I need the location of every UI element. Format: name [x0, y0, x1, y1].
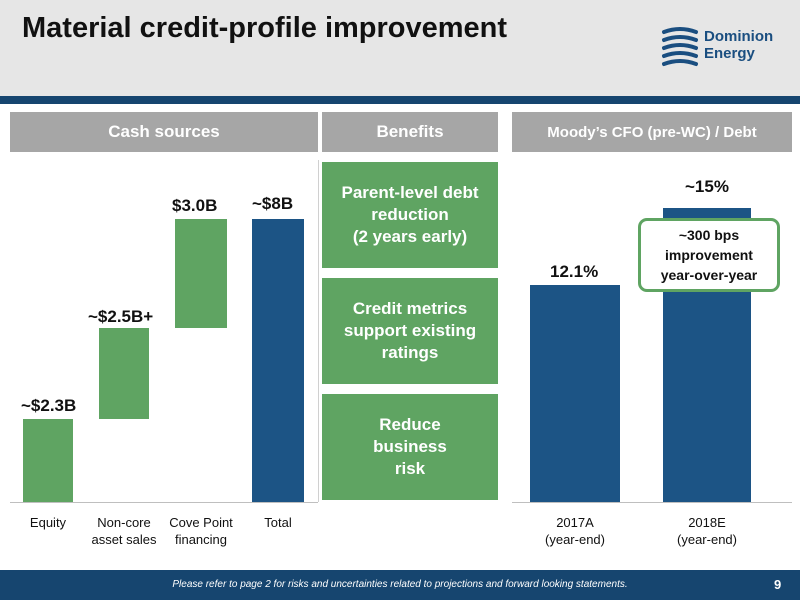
x-label-non-core: Non-core asset sales	[84, 514, 164, 548]
benefit-line: risk	[394, 459, 426, 478]
x-label-2017a: 2017A (year-end)	[535, 514, 615, 548]
bar-2017a	[530, 285, 620, 502]
x-axis	[512, 502, 792, 503]
x-label-equity: Equity	[8, 514, 88, 531]
section-header-cash-sources: Cash sources	[10, 112, 318, 152]
benefit-credit-metrics: Credit metrics support existing ratings	[322, 278, 498, 384]
section-header-benefits: Benefits	[322, 112, 498, 152]
bar-equity	[23, 419, 73, 502]
logo-line-1: Dominion	[704, 28, 774, 45]
value-label-2017a: 12.1%	[550, 262, 599, 281]
section-header-moodys: Moody’s CFO (pre-WC) / Debt	[512, 112, 792, 152]
footer-disclaimer: Please refer to page 2 for risks and unc…	[172, 579, 628, 590]
callout-line: ~300 bps	[678, 227, 740, 243]
value-label-equity: ~$2.3B	[21, 396, 77, 415]
logo-wordmark: Dominion Energy	[704, 28, 773, 62]
x-label-line-1: 2018E	[688, 515, 726, 530]
value-label-cove-point: $3.0B	[172, 196, 218, 215]
x-label-line-2: (year-end)	[677, 532, 737, 547]
value-label-2018e: ~15%	[685, 177, 729, 196]
x-label-line-1: 2017A	[556, 515, 594, 530]
page-title: Material credit-profile improvement	[22, 12, 508, 44]
footer-band	[0, 570, 800, 600]
x-label-line-2: financing	[174, 532, 228, 547]
logo-mark-icon	[662, 27, 698, 66]
bar-total	[252, 219, 304, 502]
x-label-total: Total	[238, 514, 318, 531]
benefit-line: support existing	[343, 321, 477, 340]
dominion-energy-logo: Dominion Energy	[660, 22, 790, 72]
x-label-cove-point: Cove Point financing	[161, 514, 241, 548]
x-axis	[10, 502, 318, 503]
bar-cove-point-financing	[175, 219, 227, 328]
benefit-line: (2 years early)	[352, 227, 468, 246]
logo-line-2: Energy	[704, 45, 755, 62]
benefit-reduce-risk: Reduce business risk	[322, 394, 498, 500]
page-number: 9	[774, 577, 782, 592]
x-label-line-1: Cove Point	[169, 515, 233, 530]
benefit-line: reduction	[371, 205, 449, 224]
benefit-line: Parent-level debt	[341, 183, 479, 202]
x-label-2018e: 2018E (year-end)	[667, 514, 747, 548]
x-label-text: Total	[264, 515, 292, 530]
x-label-line-2: asset sales	[91, 532, 157, 547]
x-label-line-1: Non-core	[97, 515, 151, 530]
benefit-line: Credit metrics	[352, 299, 468, 318]
bar-non-core-asset-sales	[99, 328, 149, 419]
header-rule	[0, 96, 800, 104]
x-label-text: Equity	[29, 515, 67, 530]
value-label-non-core: ~$2.5B+	[88, 307, 154, 326]
benefit-line: ratings	[381, 343, 439, 362]
callout-line: improvement	[665, 247, 753, 263]
value-label-total: ~$8B	[252, 194, 294, 213]
benefit-debt-reduction: Parent-level debt reduction (2 years ear…	[322, 162, 498, 268]
benefit-line: business	[373, 437, 447, 456]
cash-sources-chart	[10, 160, 319, 502]
benefit-line: Reduce	[379, 415, 441, 434]
improvement-callout: ~300 bps improvement year-over-year	[638, 218, 780, 292]
x-label-line-2: (year-end)	[545, 532, 605, 547]
callout-line: year-over-year	[660, 267, 758, 283]
